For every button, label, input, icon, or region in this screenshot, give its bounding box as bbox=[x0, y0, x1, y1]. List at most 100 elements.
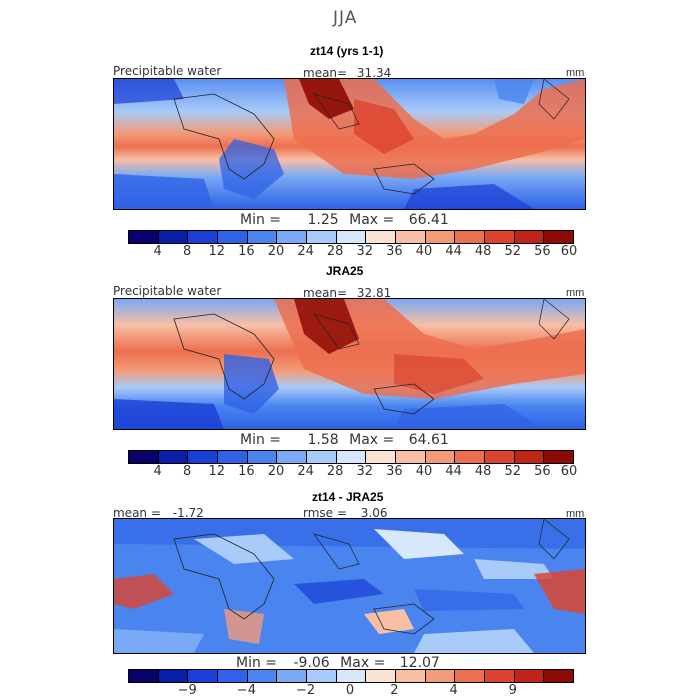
panel1-colorbar-ticks: 4 8 12 16 20 24 28 32 36 40 44 48 52 56 60 bbox=[128, 244, 577, 260]
colorbar-tick-label: 56 bbox=[534, 244, 551, 259]
colorbar-swatch bbox=[247, 231, 278, 243]
colorbar-swatch bbox=[425, 451, 456, 463]
colorbar-tick-label: 16 bbox=[238, 464, 255, 479]
colorbar-swatch bbox=[188, 451, 219, 463]
panel3-colorbar-ticks: −9 −4 −2 0 2 4 9 bbox=[128, 683, 572, 699]
colorbar-swatch bbox=[366, 231, 397, 243]
panel3-rmse-label: rmse = bbox=[303, 506, 347, 520]
panel1-min-value: 1.25 bbox=[307, 212, 339, 228]
colorbar-tick-label: 40 bbox=[415, 244, 433, 259]
colorbar-swatch bbox=[336, 670, 367, 682]
panel1-mean-value: 31.34 bbox=[356, 66, 392, 80]
colorbar-tick-label: 8 bbox=[183, 244, 192, 259]
panel1-min-label: Min = bbox=[240, 212, 282, 228]
colorbar-swatch bbox=[158, 231, 189, 243]
colorbar-tick-label: 20 bbox=[267, 244, 285, 259]
colorbar-swatch bbox=[129, 670, 159, 682]
colorbar-swatch bbox=[277, 670, 308, 682]
colorbar-swatch bbox=[425, 670, 456, 682]
colorbar-swatch bbox=[455, 231, 486, 243]
colorbar-tick-label: 4 bbox=[153, 464, 162, 479]
colorbar-tick-label: 24 bbox=[297, 244, 314, 259]
colorbar-tick-label: 40 bbox=[415, 464, 433, 479]
colorbar-tick-label: 36 bbox=[386, 244, 403, 259]
panel2-max-label: Max = bbox=[349, 432, 395, 448]
panel3-max-value: 12.07 bbox=[399, 655, 440, 671]
colorbar-swatch bbox=[425, 231, 456, 243]
panel1-mean-label: mean= bbox=[303, 66, 348, 80]
panel1-max-value: 66.41 bbox=[408, 212, 449, 228]
colorbar-swatch bbox=[129, 451, 159, 463]
colorbar-swatch bbox=[188, 231, 219, 243]
colorbar-tick-label: 44 bbox=[445, 244, 462, 259]
panel1-max-label: Max = bbox=[349, 212, 395, 228]
colorbar-swatch bbox=[277, 451, 308, 463]
colorbar-tick-label: 28 bbox=[326, 244, 344, 259]
colorbar-swatch bbox=[336, 231, 367, 243]
colorbar-swatch bbox=[514, 231, 545, 243]
colorbar-swatch bbox=[158, 670, 189, 682]
colorbar-tick-label: 8 bbox=[183, 464, 192, 479]
colorbar-tick-label: −4 bbox=[236, 683, 256, 698]
colorbar-swatch bbox=[485, 451, 515, 463]
panel3-mean-value: -1.72 bbox=[172, 506, 204, 520]
colorbar-swatch bbox=[307, 451, 337, 463]
colorbar-tick-label: 16 bbox=[238, 244, 255, 259]
colorbar-swatch bbox=[396, 451, 426, 463]
colorbar-tick-label: 0 bbox=[345, 683, 355, 698]
panel1-map bbox=[113, 78, 586, 210]
colorbar-swatch bbox=[218, 451, 248, 463]
panel2-units: mm bbox=[566, 287, 585, 299]
panel3-mean-label: mean = bbox=[113, 506, 161, 520]
panel3-colorbar bbox=[128, 669, 574, 683]
colorbar-tick-label: 4 bbox=[153, 244, 162, 259]
panel2-colorbar-ticks: 4 8 12 16 20 24 28 32 36 40 44 48 52 56 60 bbox=[128, 464, 577, 480]
colorbar-tick-label: 2 bbox=[390, 683, 399, 698]
panel2-max-value: 64.61 bbox=[408, 432, 449, 448]
panel3-min-label: Min = bbox=[236, 655, 278, 671]
colorbar-tick-label: 52 bbox=[504, 464, 522, 479]
colorbar-tick-label: 32 bbox=[356, 464, 374, 479]
colorbar-swatch bbox=[366, 451, 397, 463]
colorbar-tick-label: −9 bbox=[177, 683, 197, 698]
panel3-rmse-value: 3.06 bbox=[360, 506, 388, 520]
colorbar-tick-label: 52 bbox=[504, 244, 522, 259]
panel1-title: zt14 (yrs 1-1) bbox=[310, 44, 384, 58]
colorbar-swatch bbox=[218, 231, 248, 243]
colorbar-swatch bbox=[366, 670, 397, 682]
colorbar-tick-label: 56 bbox=[534, 464, 551, 479]
colorbar-swatch bbox=[514, 670, 545, 682]
colorbar-tick-label: 60 bbox=[560, 464, 578, 479]
panel2-title: JRA25 bbox=[326, 264, 364, 278]
panel2-map bbox=[113, 298, 586, 430]
panel3-map bbox=[113, 518, 586, 654]
colorbar-swatch bbox=[455, 451, 486, 463]
panel1-colorbar bbox=[128, 230, 574, 244]
colorbar-swatch bbox=[307, 670, 337, 682]
colorbar-tick-label: 60 bbox=[560, 244, 578, 259]
colorbar-swatch bbox=[455, 670, 486, 682]
panel2-mean-value: 32.81 bbox=[356, 286, 392, 300]
colorbar-tick-label: −2 bbox=[296, 683, 316, 698]
colorbar-swatch bbox=[158, 451, 189, 463]
panel1-variable: Precipitable water bbox=[113, 64, 222, 78]
colorbar-tick-label: 48 bbox=[474, 244, 492, 259]
colorbar-swatch bbox=[396, 670, 426, 682]
panel3-min-value: -9.06 bbox=[293, 655, 330, 671]
panel3-max-label: Max = bbox=[340, 655, 386, 671]
colorbar-swatch bbox=[485, 670, 515, 682]
colorbar-swatch bbox=[277, 231, 308, 243]
colorbar-tick-label: 4 bbox=[449, 683, 458, 698]
colorbar-tick-label: 9 bbox=[508, 683, 517, 698]
colorbar-swatch bbox=[188, 670, 219, 682]
colorbar-tick-label: 32 bbox=[356, 244, 374, 259]
colorbar-swatch bbox=[247, 670, 278, 682]
panel2-min-value: 1.58 bbox=[307, 432, 339, 448]
panel2-min-label: Min = bbox=[240, 432, 282, 448]
season-title: JJA bbox=[333, 8, 358, 28]
colorbar-tick-label: 44 bbox=[445, 464, 462, 479]
colorbar-tick-label: 12 bbox=[208, 244, 226, 259]
panel2-colorbar bbox=[128, 450, 574, 464]
colorbar-swatch bbox=[247, 451, 278, 463]
colorbar-swatch bbox=[544, 231, 574, 243]
